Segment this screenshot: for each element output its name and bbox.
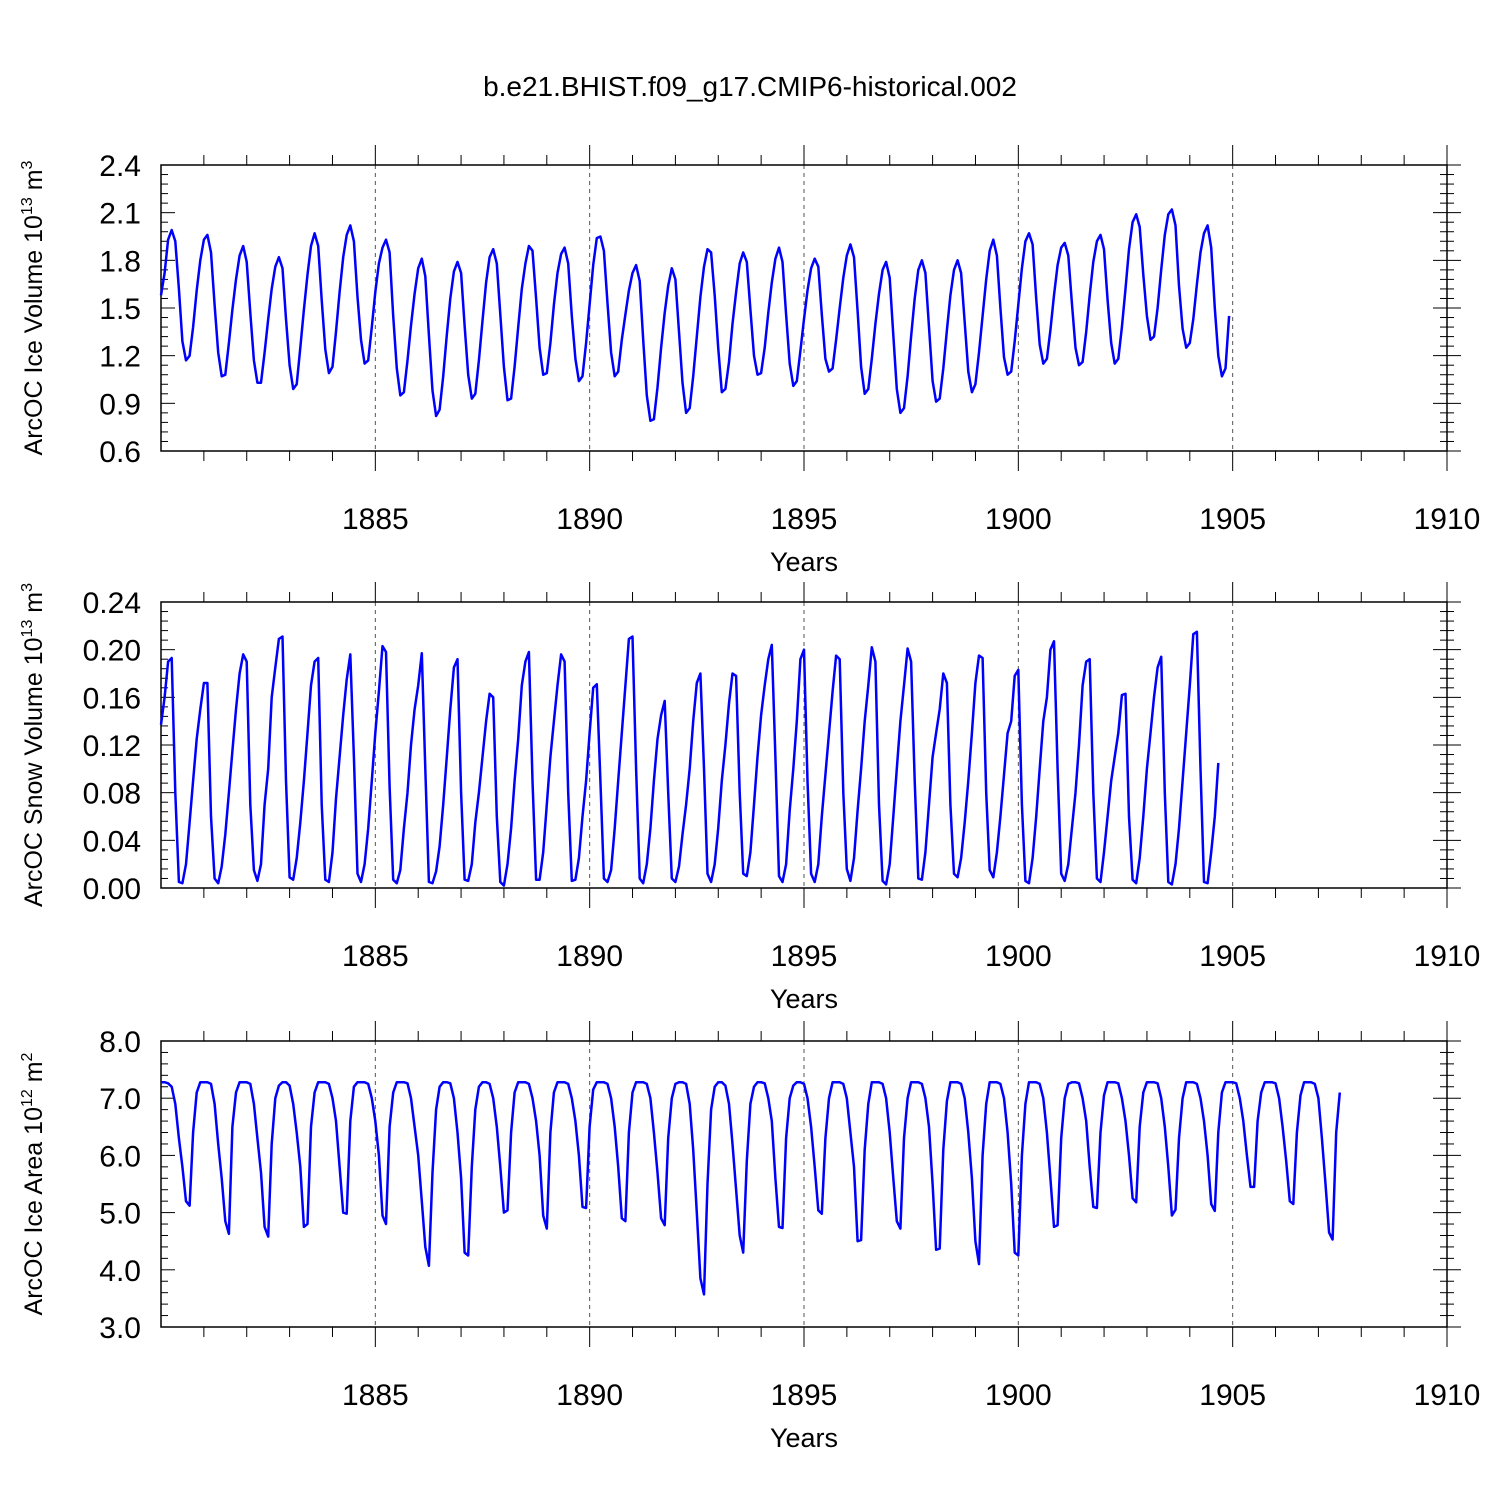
x-tick-label-1910: 1910 bbox=[1414, 940, 1481, 973]
y-tick-label-2.1: 2.1 bbox=[99, 198, 141, 231]
x-axis-label: Years bbox=[770, 1423, 838, 1453]
x-tick-label-1895: 1895 bbox=[771, 940, 838, 973]
x-tick-label-1900: 1900 bbox=[985, 1379, 1052, 1412]
x-tick-label-1895: 1895 bbox=[771, 1379, 838, 1412]
x-tick-label-1910: 1910 bbox=[1414, 1379, 1481, 1412]
y-axis-label: ArcOC Ice Volume 1013 m3 bbox=[19, 160, 48, 455]
y-tick-label-1.8: 1.8 bbox=[99, 245, 141, 278]
x-tick-label-1900: 1900 bbox=[985, 940, 1052, 973]
series-line-ice-volume bbox=[159, 208, 1231, 423]
y-axis-label: ArcOC Snow Volume 1013 m3 bbox=[19, 583, 48, 907]
y-axis-label: ArcOC Ice Area 1012 m2 bbox=[19, 1052, 48, 1315]
y-tick-label-0.08: 0.08 bbox=[83, 778, 141, 811]
x-axis-label: Years bbox=[770, 547, 838, 577]
x-tick-label-1885: 1885 bbox=[342, 940, 409, 973]
panel-ice-volume: 1885 1890 1895 1900 1905 1910 Years 0.6 0.9 1.2 1.… bbox=[19, 145, 1480, 577]
y-tick-label-0.20: 0.20 bbox=[83, 635, 141, 668]
y-tick-label-3.0: 3.0 bbox=[99, 1312, 141, 1345]
x-tick-label-1890: 1890 bbox=[556, 1379, 623, 1412]
x-tick-label-1890: 1890 bbox=[556, 940, 623, 973]
y-tick-label-0.6: 0.6 bbox=[99, 436, 141, 469]
y-tick-label-7.0: 7.0 bbox=[99, 1083, 141, 1116]
panel-snow-volume: 1885 1890 1895 1900 1905 1910 Years 0.00 0.04 0.0… bbox=[19, 582, 1480, 1014]
x-tick-label-1885: 1885 bbox=[342, 503, 409, 536]
x-tick-label-1905: 1905 bbox=[1199, 1379, 1266, 1412]
x-axis-label: Years bbox=[770, 984, 838, 1014]
x-tick-label-1905: 1905 bbox=[1199, 940, 1266, 973]
chart-title: b.e21.BHIST.f09_g17.CMIP6-historical.002 bbox=[483, 71, 1017, 102]
y-tick-label-0.04: 0.04 bbox=[83, 825, 141, 858]
y-tick-label-0.9: 0.9 bbox=[99, 388, 141, 421]
series-line-ice-area bbox=[161, 1080, 1342, 1296]
y-tick-label-0.00: 0.00 bbox=[83, 873, 141, 906]
y-tick-label-0.12: 0.12 bbox=[83, 730, 141, 763]
y-tick-label-5.0: 5.0 bbox=[99, 1198, 141, 1231]
x-tick-label-1890: 1890 bbox=[556, 503, 623, 536]
x-tick-label-1910: 1910 bbox=[1414, 503, 1481, 536]
x-tick-label-1905: 1905 bbox=[1199, 503, 1266, 536]
y-tick-label-6.0: 6.0 bbox=[99, 1140, 141, 1173]
panel-ice-area: 1885 1890 1895 1900 1905 1910 Years 3.0 4.0 5.0 6.… bbox=[19, 1021, 1480, 1453]
y-tick-label-4.0: 4.0 bbox=[99, 1255, 141, 1288]
y-tick-label-8.0: 8.0 bbox=[99, 1026, 141, 1059]
y-tick-label-1.5: 1.5 bbox=[99, 293, 141, 326]
x-tick-label-1885: 1885 bbox=[342, 1379, 409, 1412]
x-tick-label-1895: 1895 bbox=[771, 503, 838, 536]
y-tick-label-2.4: 2.4 bbox=[99, 150, 141, 183]
y-tick-label-0.16: 0.16 bbox=[83, 682, 141, 715]
x-tick-label-1900: 1900 bbox=[985, 503, 1052, 536]
y-tick-label-1.2: 1.2 bbox=[99, 341, 141, 374]
y-tick-label-0.24: 0.24 bbox=[83, 587, 141, 620]
series-line-snow-volume bbox=[159, 630, 1220, 887]
